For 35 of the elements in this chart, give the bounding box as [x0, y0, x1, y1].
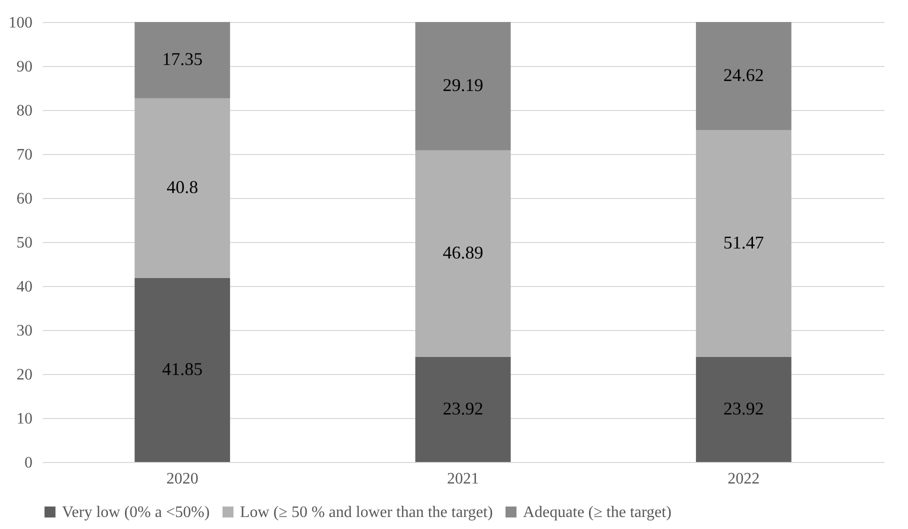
- data-label: 23.92: [723, 398, 764, 418]
- x-tick-label: 2022: [728, 470, 760, 488]
- data-label: 46.89: [442, 242, 484, 263]
- bar: [696, 130, 792, 357]
- y-tick-label: 50: [16, 234, 32, 252]
- legend-label: Adequate (≥ the target): [523, 504, 672, 521]
- y-tick-label: 100: [8, 14, 32, 32]
- bar: [696, 356, 792, 462]
- y-tick-label: 40: [16, 278, 32, 296]
- bar: [696, 22, 792, 130]
- y-tick-label: 60: [16, 190, 32, 208]
- y-tick-label: 0: [24, 454, 32, 472]
- data-label: 23.92: [442, 398, 484, 418]
- data-label: 40.8: [166, 177, 198, 198]
- legend-label: Low (≥ 50 % and lower than the target): [240, 504, 493, 521]
- bar: [415, 356, 511, 462]
- data-label: 29.19: [442, 75, 484, 96]
- x-tick-label: 2020: [166, 470, 198, 488]
- data-label: 17.35: [162, 49, 203, 70]
- y-tick-label: 70: [16, 146, 32, 164]
- legend-label: Very low (0% a <50%): [62, 504, 210, 521]
- bar: [134, 98, 230, 278]
- y-tick-label: 20: [16, 366, 32, 384]
- bar: [134, 22, 230, 98]
- data-label: 51.47: [723, 232, 764, 253]
- y-tick-label: 90: [16, 58, 32, 76]
- bar: [415, 150, 511, 357]
- bar: [415, 22, 511, 150]
- y-tick-label: 10: [16, 410, 32, 428]
- data-label: 24.62: [723, 65, 764, 86]
- x-tick-label: 2021: [447, 470, 479, 488]
- data-label: 41.85: [162, 358, 203, 379]
- bar: [134, 278, 230, 462]
- y-tick-label: 30: [16, 322, 32, 340]
- y-tick-label: 80: [16, 102, 32, 120]
